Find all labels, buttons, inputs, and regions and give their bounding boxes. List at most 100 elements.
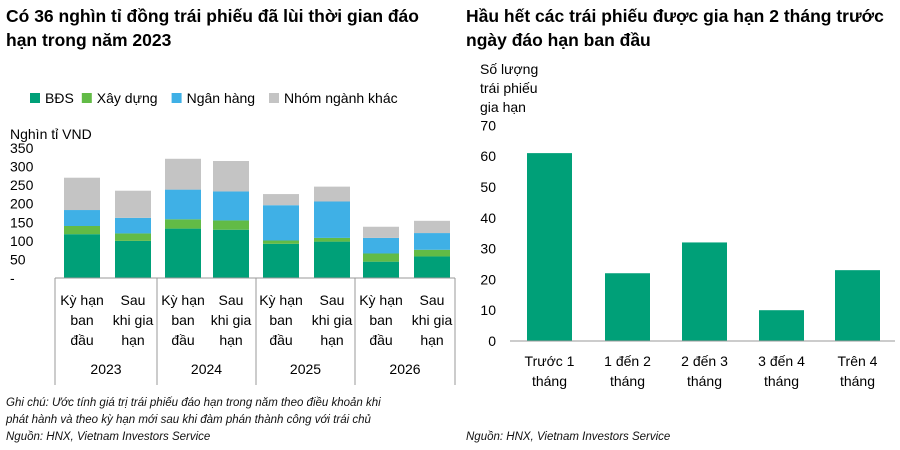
- right-category-label: 3 đến 4: [758, 353, 805, 369]
- right-category-label: 2 đến 3: [681, 353, 728, 369]
- bar-segment-4: [213, 161, 249, 192]
- left-category-label: hạn: [420, 332, 443, 348]
- left-y-tick-label: -: [10, 270, 15, 286]
- bar-segment-3: [165, 189, 201, 220]
- right-category-label: tháng: [840, 373, 875, 389]
- left-category-label: Sau: [219, 292, 244, 308]
- left-y-tick-label: 300: [10, 159, 34, 175]
- left-category-label: khi gia: [113, 312, 154, 328]
- left-category-label: hạn: [320, 332, 343, 348]
- legend-label-1: BĐS: [45, 90, 74, 106]
- left-chart-footnote: Ghi chú: Ước tính giá trị trái phiếu đáo…: [6, 397, 381, 443]
- left-category-label: đầu: [171, 332, 194, 348]
- left-chart-title: Có 36 nghìn tỉ đồng trái phiếu đã lùi th…: [6, 6, 419, 50]
- bar-segment-2: [363, 253, 399, 262]
- right-y-tick-label: 40: [480, 210, 496, 226]
- left-category-label: khi gia: [312, 312, 353, 328]
- right-y-axis-title: trái phiếu: [480, 80, 538, 96]
- bar-segment-1: [363, 261, 399, 278]
- right-chart-title: Hầu hết các trái phiếu được gia hạn 2 th…: [466, 6, 884, 50]
- right-y-axis-title: Số lượng: [480, 61, 538, 77]
- left-category-label: ban: [171, 312, 194, 328]
- bar-segment-2: [115, 233, 151, 241]
- bar-segment-2: [213, 220, 249, 230]
- bar-segment-3: [64, 210, 100, 227]
- right-category-label: Trên 4: [838, 353, 878, 369]
- right-bar: [759, 310, 804, 341]
- left-y-axis-title: Nghìn tỉ VND: [10, 126, 92, 142]
- bar-segment-3: [363, 237, 399, 254]
- left-category-label: khi gia: [412, 312, 453, 328]
- bar-segment-4: [363, 226, 399, 238]
- left-y-tick-label: 150: [10, 214, 34, 230]
- bar-segment-1: [64, 234, 100, 278]
- bar-segment-4: [263, 194, 299, 206]
- left-category-label: ban: [369, 312, 392, 328]
- right-category-label: 1 đến 2: [604, 353, 651, 369]
- right-y-tick-label: 10: [480, 302, 496, 318]
- left-category-label: đầu: [70, 332, 93, 348]
- bar-segment-3: [414, 233, 450, 250]
- left-category-label: Kỳ hạn: [259, 292, 303, 308]
- right-y-tick-label: 30: [480, 241, 496, 257]
- left-category-label: Sau: [121, 292, 146, 308]
- right-chart-source: Nguồn: HNX, Vietnam Investors Service: [466, 431, 671, 443]
- bar-segment-4: [314, 186, 350, 202]
- left-category-label: Kỳ hạn: [161, 292, 205, 308]
- right-bar: [527, 153, 572, 341]
- left-y-tick-label: 350: [10, 140, 34, 156]
- left-category-label: khi gia: [211, 312, 252, 328]
- bar-segment-2: [165, 219, 201, 229]
- left-category-label: hạn: [219, 332, 242, 348]
- legend-swatch-1: [30, 93, 40, 103]
- group-year-label: 2025: [290, 361, 321, 377]
- left-category-label: Sau: [320, 292, 345, 308]
- bar-segment-1: [263, 243, 299, 278]
- right-y-tick-label: 0: [488, 333, 496, 349]
- right-category-label: tháng: [532, 373, 567, 389]
- left-category-label: hạn: [121, 332, 144, 348]
- bar-segment-2: [263, 240, 299, 244]
- left-category-label: Sau: [420, 292, 445, 308]
- legend-swatch-3: [171, 93, 182, 103]
- group-year-label: 2024: [191, 361, 222, 377]
- right-y-tick-label: 50: [480, 179, 496, 195]
- bar-segment-4: [115, 190, 151, 218]
- right-y-tick-label: 20: [480, 271, 496, 287]
- right-category-label: tháng: [764, 373, 799, 389]
- right-category-label: tháng: [687, 373, 722, 389]
- right-y-tick-label: 70: [480, 117, 496, 133]
- bar-segment-4: [165, 158, 201, 190]
- group-year-label: 2026: [389, 361, 420, 377]
- right-bar: [605, 273, 650, 341]
- left-category-label: đầu: [269, 332, 292, 348]
- bar-segment-2: [414, 249, 450, 257]
- bar-segment-1: [213, 229, 249, 278]
- legend-swatch-2: [81, 93, 92, 103]
- left-category-label: ban: [70, 312, 93, 328]
- bar-segment-3: [263, 205, 299, 241]
- legend-label-4: Nhóm ngành khác: [284, 90, 398, 106]
- left-category-label: Kỳ hạn: [359, 292, 403, 308]
- left-y-tick-label: 250: [10, 177, 34, 193]
- right-category-label: Trước 1: [525, 353, 575, 369]
- bar-segment-3: [314, 201, 350, 238]
- legend-label-2: Xây dựng: [97, 90, 158, 106]
- left-y-tick-label: 100: [10, 233, 34, 249]
- bar-segment-3: [213, 191, 249, 221]
- bar-segment-1: [414, 256, 450, 278]
- legend-swatch-4: [269, 93, 279, 103]
- bar-segment-1: [165, 228, 201, 278]
- group-year-label: 2023: [90, 361, 121, 377]
- left-y-tick-label: 50: [10, 251, 26, 267]
- left-y-tick-label: 200: [10, 196, 34, 212]
- left-category-label: đầu: [369, 332, 392, 348]
- right-category-label: tháng: [610, 373, 645, 389]
- left-category-label: ban: [269, 312, 292, 328]
- bar-segment-3: [115, 217, 151, 234]
- bar-segment-2: [64, 226, 100, 235]
- bar-segment-4: [414, 220, 450, 234]
- right-bar: [835, 270, 880, 341]
- bar-segment-2: [314, 237, 350, 242]
